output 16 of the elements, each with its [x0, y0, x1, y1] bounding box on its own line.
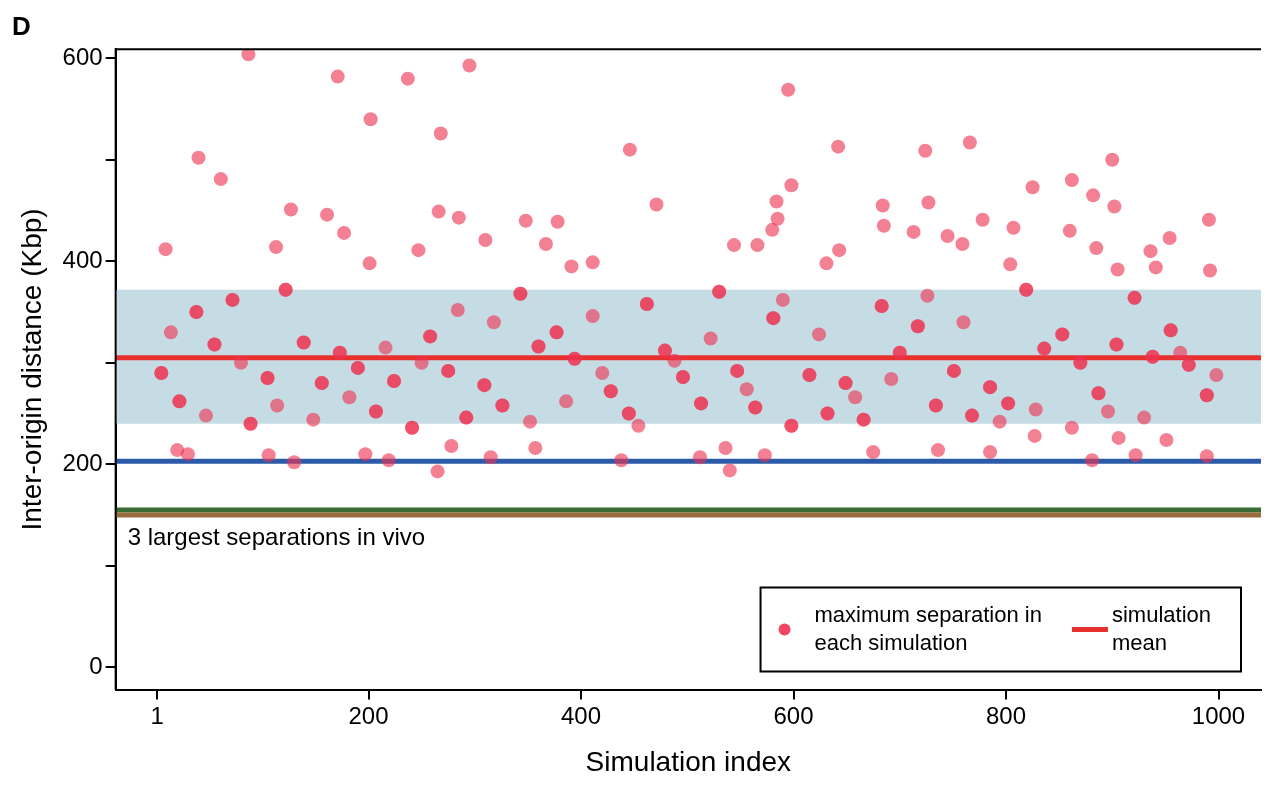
x-tick-label: 200 — [348, 701, 389, 729]
x-tick-label: 1 — [150, 701, 164, 729]
y-axis-title: Inter-origin distance (Kbp) — [15, 208, 47, 531]
y-tick-label: 600 — [62, 42, 103, 70]
x-tick-label: 1000 — [1191, 701, 1246, 729]
x-axis-title: Simulation index — [585, 745, 792, 777]
x-tick-label: 800 — [985, 701, 1027, 729]
annotation: 3 largest separations in vivo — [127, 523, 426, 551]
legend-label: maximum separation in each simulation — [814, 601, 1042, 655]
x-tick-label: 400 — [560, 701, 602, 729]
chart-title: D — [12, 10, 31, 41]
legend-label: simulation mean — [1111, 601, 1211, 655]
y-tick-label: 0 — [89, 651, 103, 679]
y-tick-label: 200 — [62, 448, 103, 476]
x-tick-label: 600 — [773, 701, 814, 729]
y-tick-label: 400 — [62, 245, 103, 273]
